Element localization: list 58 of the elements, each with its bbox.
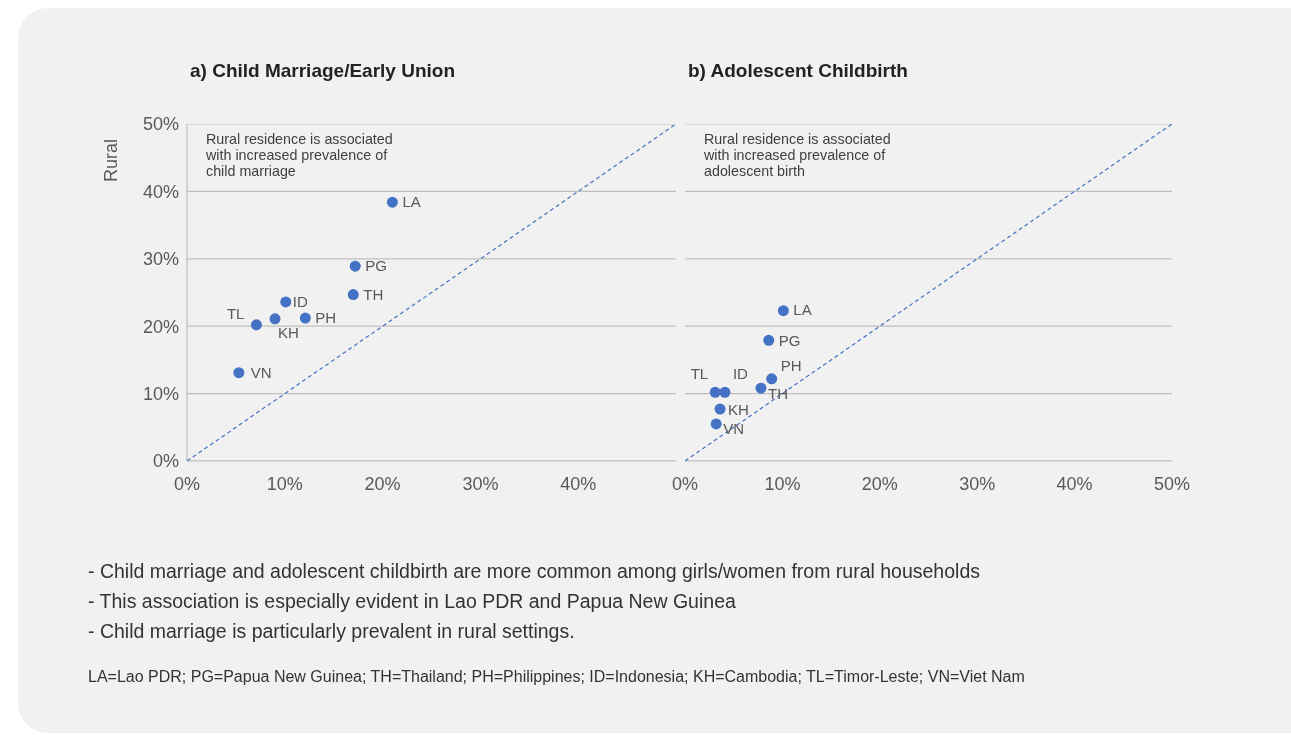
point xyxy=(269,313,281,325)
annotation: PG xyxy=(778,331,801,349)
y-tick-label: 10% xyxy=(142,383,179,404)
point xyxy=(766,373,778,385)
annotation: KH xyxy=(728,401,749,419)
annotation: TH xyxy=(363,285,384,303)
annotation: TL xyxy=(690,364,709,382)
x-tick-label: 20% xyxy=(861,473,898,494)
annotation: ID xyxy=(732,364,749,382)
annotation: LA xyxy=(793,300,812,318)
point xyxy=(755,382,767,394)
x-tick-label: 40% xyxy=(1056,473,1093,494)
annotation: PH xyxy=(780,357,802,375)
annotation: ID xyxy=(292,293,308,311)
annotation: Rural residence is associated with increased prevalence of child marriage xyxy=(206,131,394,179)
x-tick-label: 30% xyxy=(959,473,996,494)
y-tick-label: 40% xyxy=(142,181,179,202)
point xyxy=(709,386,721,398)
point xyxy=(349,260,361,272)
annotation: Rural residence is associated with increased prevalence of adolescent birth xyxy=(704,131,892,179)
point xyxy=(386,196,398,208)
annotation: PG xyxy=(365,257,387,275)
x-tick-label: 10% xyxy=(764,473,801,494)
point xyxy=(233,367,245,379)
x-tick-label: 0% xyxy=(671,473,699,494)
point xyxy=(714,403,726,415)
text: - Child marriage and adolescent childbirth are more common among girls/women from rural households xyxy=(88,560,980,583)
point xyxy=(299,312,311,324)
annotation: VN xyxy=(250,363,272,381)
y-tick-label: 50% xyxy=(142,114,179,135)
x-tick-label: 50% xyxy=(1153,473,1191,494)
point xyxy=(777,305,789,317)
x-tick-label: 20% xyxy=(364,473,401,494)
y-tick-label: 30% xyxy=(142,249,179,270)
y-tick-label: 20% xyxy=(142,316,179,337)
annotation: TH xyxy=(767,385,788,403)
x-tick-label: 0% xyxy=(173,473,201,494)
text: LA=Lao PDR; PG=Papua New Guinea; TH=Thailand; PH=Philippines; ID=Indonesia; KH=Cambodia; TL=Timor-Leste; VN=Viet Nam xyxy=(88,668,1025,686)
point xyxy=(763,334,775,346)
chart-title: b) Adolescent Childbirth xyxy=(688,60,908,82)
annotation: PH xyxy=(315,309,337,327)
x-tick-label: 40% xyxy=(560,473,597,494)
point xyxy=(719,386,731,398)
y-axis-title: Rural xyxy=(100,138,122,184)
x-tick-label: 30% xyxy=(462,473,499,494)
annotation: VN xyxy=(723,420,745,438)
annotation: LA xyxy=(402,193,421,211)
y-tick-label: 0% xyxy=(152,451,179,472)
point xyxy=(250,319,262,331)
point xyxy=(710,418,722,430)
text: - This association is especially evident in Lao PDR and Papua New Guinea xyxy=(88,590,736,613)
point xyxy=(280,296,292,308)
annotation: KH xyxy=(278,324,299,342)
annotation: TL xyxy=(226,305,245,323)
x-tick-label: 10% xyxy=(266,473,303,494)
chart-title: a) Child Marriage/Early Union xyxy=(190,60,455,82)
point xyxy=(347,289,359,301)
text: - Child marriage is particularly prevalent in rural settings. xyxy=(88,620,575,643)
